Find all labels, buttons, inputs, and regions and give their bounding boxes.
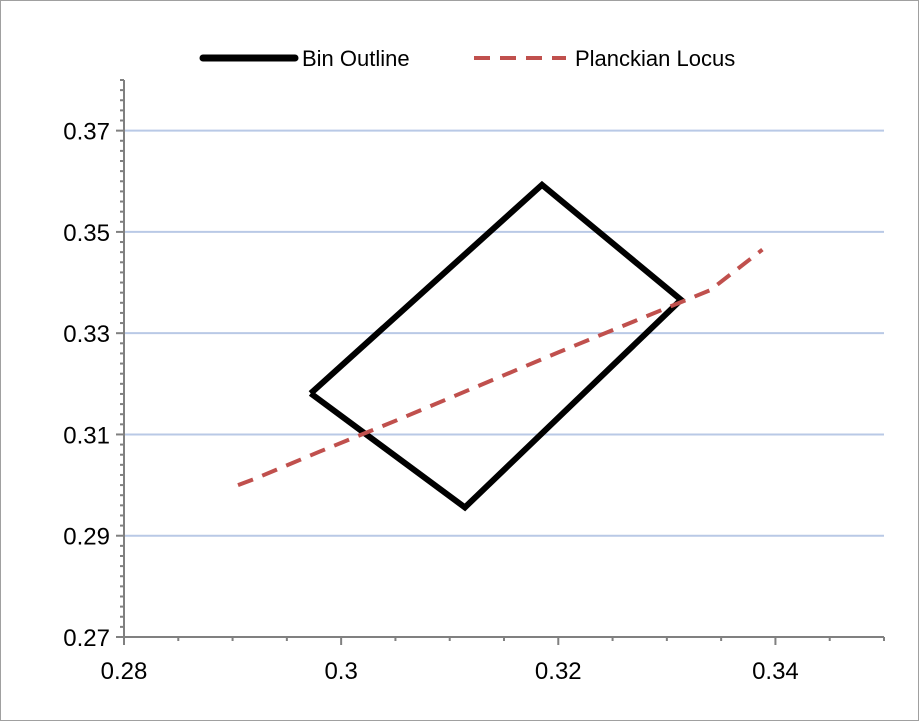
y-tick-label: 0.29: [63, 524, 110, 551]
x-tick-label: 0.34: [752, 658, 799, 685]
series-bin-outline: [308, 180, 686, 512]
y-tick-label: 0.27: [63, 625, 110, 652]
x-tick-label: 0.32: [535, 658, 582, 685]
ticks: [116, 79, 885, 645]
legend: Bin Outline Planckian Locus: [199, 46, 735, 71]
legend-label: Planckian Locus: [575, 46, 735, 71]
tick-labels: 0.27 0.29 0.31 0.33 0.35 0.37 0.28 0.3 0.32 0.34: [63, 119, 799, 685]
y-tick-label: 0.33: [63, 321, 110, 348]
x-tick-label: 0.28: [101, 658, 148, 685]
y-tick-label: 0.31: [63, 422, 110, 449]
axes: [123, 80, 884, 638]
series-planckian-locus: [237, 248, 764, 487]
legend-label: Bin Outline: [302, 46, 410, 71]
y-tick-label: 0.35: [63, 220, 110, 247]
x-tick-label: 0.3: [324, 658, 357, 685]
y-tick-label: 0.37: [63, 119, 110, 146]
series-layer: [237, 180, 764, 512]
gridlines: [124, 129, 884, 537]
